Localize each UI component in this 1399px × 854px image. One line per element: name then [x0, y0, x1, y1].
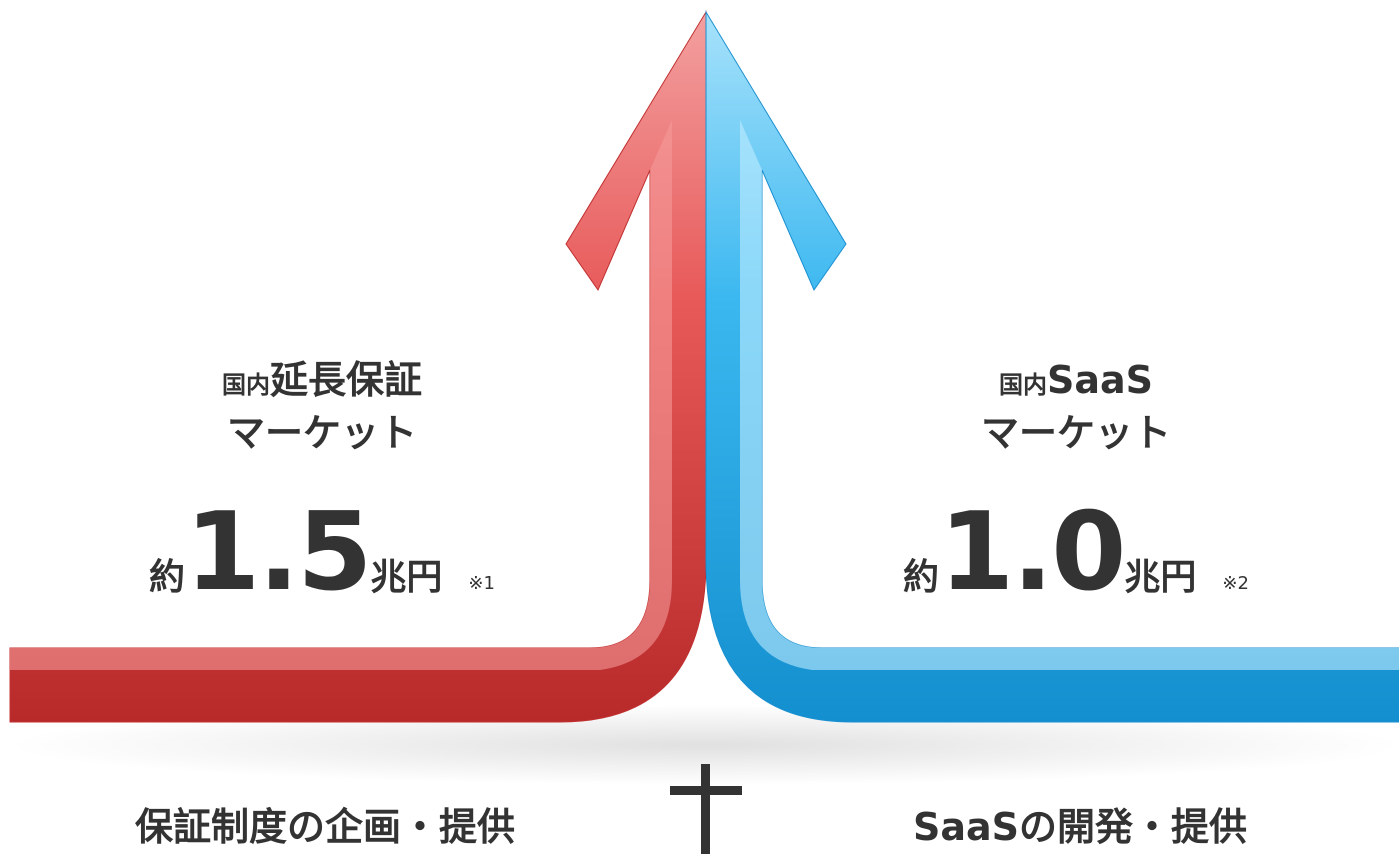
- left-prefix: 国内: [222, 371, 270, 399]
- left-title: 国内延長保証: [82, 356, 562, 409]
- right-unit: 兆円: [1124, 557, 1196, 598]
- page: 国内延長保証 マーケット 約1.5兆円※1 国内SaaS マーケット 約1.0兆…: [0, 0, 1399, 854]
- left-amount: 1.5: [185, 490, 370, 615]
- left-line2: マーケット: [82, 409, 562, 457]
- right-title: 国内SaaS: [836, 356, 1316, 409]
- right-approx: 約: [903, 557, 939, 598]
- plus-v: [701, 764, 710, 854]
- left-caption: 保証制度の企画・提供: [75, 796, 575, 851]
- right-amount: 1.0: [939, 490, 1124, 615]
- left-approx: 約: [149, 557, 185, 598]
- right-block: 国内SaaS マーケット 約1.0兆円 ※2: [836, 356, 1316, 634]
- left-market: 延長保証: [270, 358, 422, 402]
- right-note: ※2: [1222, 573, 1249, 594]
- left-unit: 兆円: [370, 557, 442, 598]
- right-market: SaaS: [1047, 358, 1153, 402]
- right-amount-row: 約1.0兆円※2: [836, 503, 1316, 634]
- left-block: 国内延長保証 マーケット 約1.5兆円 ※1: [82, 356, 562, 634]
- left-amount-row: 約1.5兆円※1: [82, 503, 562, 634]
- right-line2: マーケット: [836, 409, 1316, 457]
- left-note: ※1: [468, 573, 495, 594]
- right-caption: SaaSの開発・提供: [830, 796, 1330, 851]
- right-prefix: 国内: [999, 371, 1047, 399]
